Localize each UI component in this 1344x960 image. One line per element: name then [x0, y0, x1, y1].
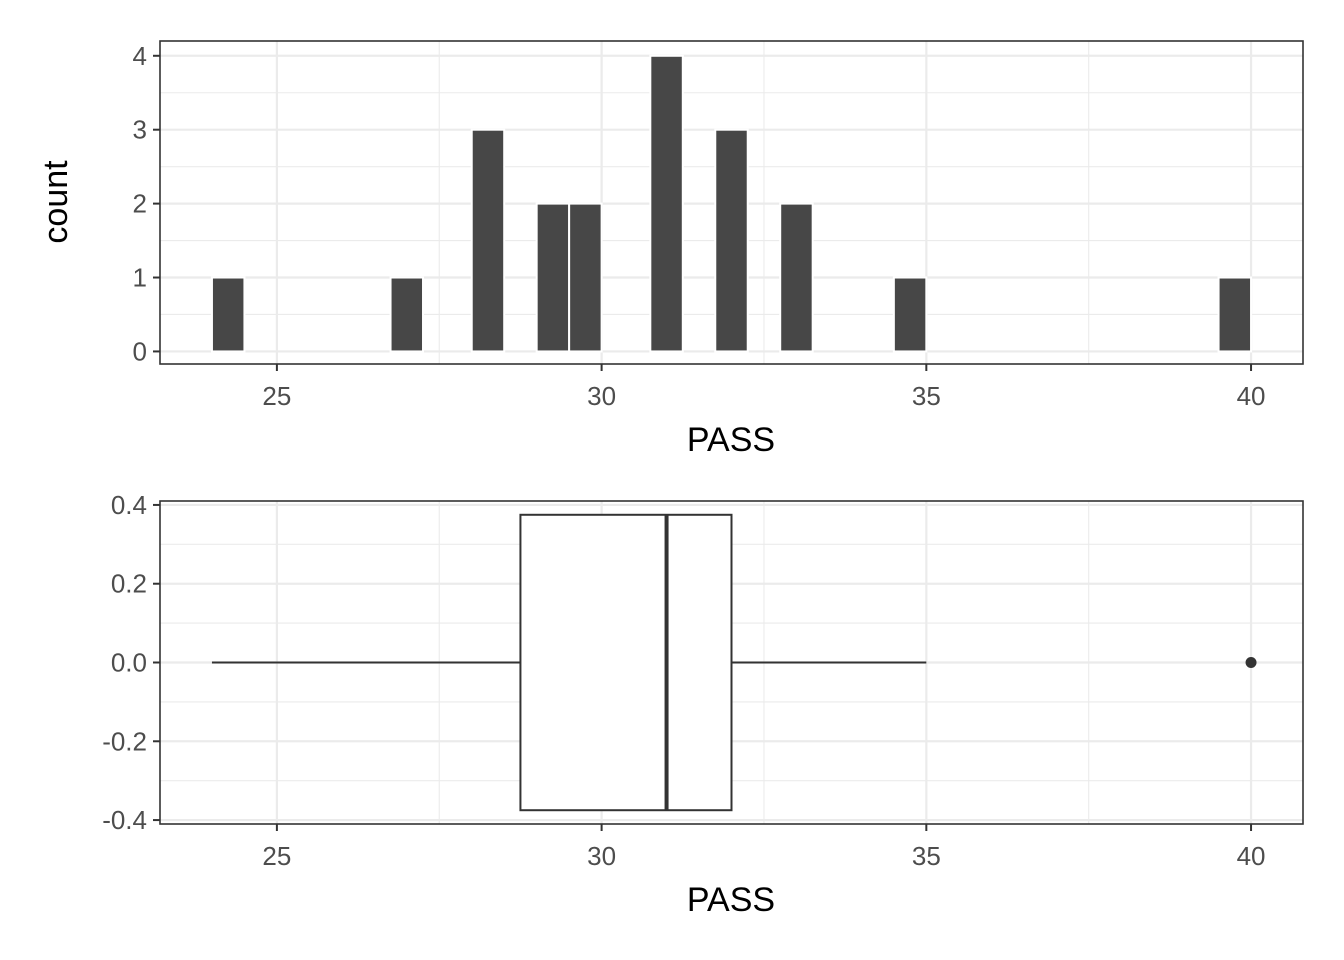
histogram-bar	[1217, 276, 1253, 353]
boxplot-x-tick-label: 30	[587, 841, 616, 871]
boxplot-y-tick-label: 0.2	[111, 569, 147, 599]
boxplot-ticks: 25 30 35 40 0.4 0.2 0.0 -0.2 -0.4	[102, 490, 1265, 871]
histogram-bar	[649, 54, 684, 353]
boxplot-y-tick-label: -0.4	[102, 805, 147, 835]
histogram-x-axis-title: PASS	[687, 421, 775, 459]
histogram-y-axis-title: count	[37, 160, 75, 244]
histogram-bar	[470, 128, 506, 353]
histogram-bar	[535, 202, 571, 353]
histogram-bar	[210, 276, 246, 353]
histogram-x-tick-label: 25	[262, 381, 291, 411]
boxplot-x-tick-label: 35	[912, 841, 941, 871]
histogram-y-tick-label: 3	[133, 115, 147, 145]
boxplot-y-tick-label: 0.0	[111, 648, 147, 678]
boxplot-x-tick-label: 40	[1237, 841, 1266, 871]
boxplot-marks	[211, 513, 1257, 812]
histogram-bars	[210, 54, 1253, 353]
histogram-y-tick-label: 2	[133, 189, 147, 219]
histogram-y-tick-label: 0	[133, 336, 147, 366]
histogram-x-tick-label: 40	[1237, 381, 1266, 411]
boxplot-panel: 25 30 35 40 0.4 0.2 0.0 -0.2 -0.4 PASS	[102, 490, 1304, 919]
histogram-bar	[714, 128, 749, 353]
histogram-bar	[568, 202, 603, 353]
boxplot-y-tick-label: -0.2	[102, 726, 147, 756]
histogram-bar	[389, 276, 425, 353]
histogram-panel-border	[159, 40, 1304, 365]
histogram-y-tick-label: 4	[133, 41, 147, 71]
histogram-bar	[892, 276, 928, 353]
histogram-x-tick-label: 35	[912, 381, 941, 411]
boxplot-outlier-point	[1245, 657, 1257, 668]
boxplot-x-tick-label: 25	[262, 841, 291, 871]
histogram-panel: 25 30 35 40 0 1 2 3 4 PASS count	[37, 40, 1304, 459]
histogram-ticks: 25 30 35 40 0 1 2 3 4	[133, 41, 1266, 411]
histogram-x-tick-label: 30	[587, 381, 616, 411]
histogram-bar	[779, 202, 814, 353]
histogram-y-tick-label: 1	[133, 263, 147, 293]
boxplot-x-axis-title: PASS	[687, 881, 775, 919]
boxplot-y-tick-label: 0.4	[111, 490, 147, 520]
boxplot-box	[519, 513, 733, 812]
